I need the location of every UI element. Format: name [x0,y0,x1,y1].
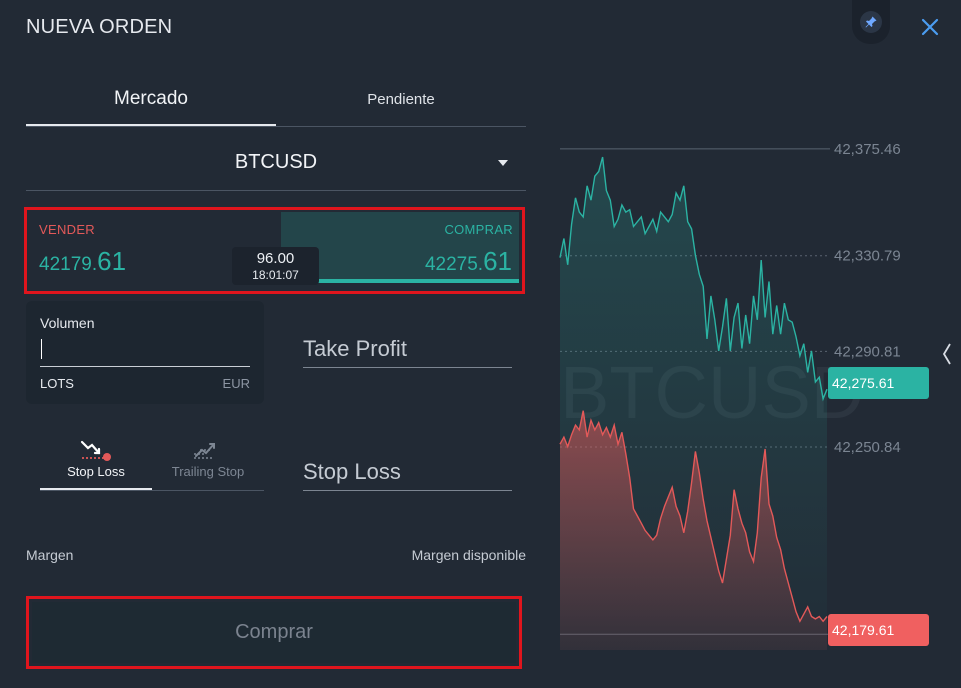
unit-eur[interactable]: EUR [222,376,250,391]
submit-highlight [26,596,522,669]
buy-label: COMPRAR [444,222,513,237]
y-tick-label: 42,290.81 [834,343,901,360]
y-tick-label: 42,250.84 [834,439,901,456]
close-icon[interactable] [918,15,942,39]
spread-badge: 96.00 18:01:07 [232,247,319,285]
stop-tabs: Stop Loss Trailing Stop [40,432,264,491]
buy-selected-indicator [281,279,519,283]
unit-lots[interactable]: LOTS [40,376,74,391]
spread-value: 96.00 [256,250,295,267]
y-tick-label: 42,330.79 [834,248,901,265]
volume-label: Volumen [40,315,95,331]
stop-loss-icon [80,440,111,461]
tab-mercado[interactable]: Mercado [26,74,276,126]
take-profit-label: Take Profit [303,336,407,361]
buy-price: 42275.61 [424,246,512,276]
buy-button[interactable] [281,212,519,283]
svg-text:42,179.61: 42,179.61 [832,622,894,638]
submit-button[interactable]: Comprar [32,602,516,663]
tab-stop-loss[interactable]: Stop Loss [40,432,152,490]
pin-icon [860,11,882,33]
trailing-stop-icon [194,443,215,459]
chevron-down-icon [498,160,508,166]
buy-series-line [559,156,828,402]
stop-loss-field[interactable]: Stop Loss [303,455,512,491]
take-profit-field[interactable]: Take Profit [303,332,512,368]
tab-pendiente[interactable]: Pendiente [367,91,435,108]
stop-loss-label: Stop Loss [303,459,401,484]
volume-card: Volumen LOTS EUR [26,301,264,404]
sell-series-line [559,410,828,623]
volume-input[interactable] [40,337,250,367]
tab-trailing-stop[interactable]: Trailing Stop [152,432,264,488]
chevron-left-icon[interactable] [940,340,954,368]
window-title: NUEVA ORDEN [26,16,173,38]
margin-label: Margen [26,547,74,563]
last-buy-badge: 42,275.61 [828,367,929,399]
price-chart: BTCUSD 42,375.4642,330.7942,290.8142,250… [559,141,929,650]
y-tick-label: 42,375.46 [834,141,901,158]
sell-price: 42179.61 [39,246,127,276]
symbol-selector[interactable]: BTCUSD [26,135,526,191]
sell-series-area [560,410,827,650]
pin-button[interactable] [852,0,890,44]
svg-text:42,275.61: 42,275.61 [832,375,894,391]
quote-highlight [24,207,525,294]
quote-time: 18:01:07 [252,268,299,282]
last-sell-badge: 42,179.61 [828,614,929,646]
sell-label: VENDER [39,222,95,237]
margin-available-label: Margen disponible [411,547,526,563]
text-caret [41,339,42,359]
order-type-tabs: Mercado Pendiente [26,74,526,127]
symbol-label: BTCUSD [234,151,318,173]
